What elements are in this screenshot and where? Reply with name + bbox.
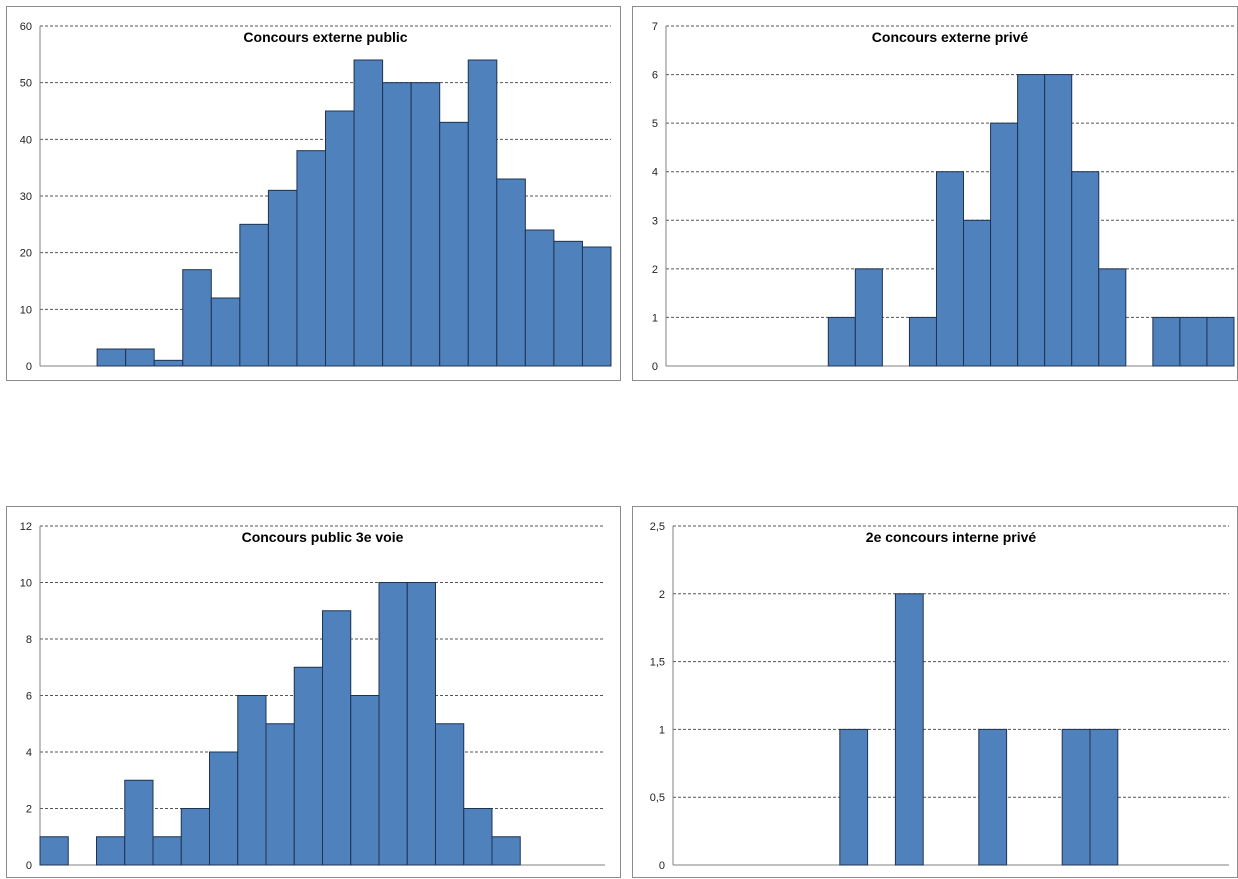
bar bbox=[894, 593, 924, 866]
y-tick-label: 2,5 bbox=[650, 521, 665, 533]
y-tick-label: 7 bbox=[652, 21, 658, 33]
bar bbox=[124, 779, 154, 866]
chart-panel-public-3e-voie: 0 2 4 6 8 10 12 Concours public 3e voie bbox=[6, 506, 621, 878]
y-tick-label: 2 bbox=[26, 804, 32, 816]
bar bbox=[265, 723, 295, 866]
bar bbox=[96, 348, 127, 367]
y-tick-label: 60 bbox=[20, 21, 32, 33]
bar bbox=[854, 268, 883, 367]
bar bbox=[1061, 728, 1091, 866]
y-tick-label: 0 bbox=[659, 860, 665, 872]
y-tick-label: 5 bbox=[652, 118, 658, 130]
bar bbox=[96, 836, 126, 866]
bar bbox=[182, 269, 212, 367]
bar bbox=[1017, 74, 1046, 367]
bar bbox=[990, 122, 1019, 367]
y-tick-label: 4 bbox=[652, 167, 658, 179]
y-tick-label: 0 bbox=[652, 361, 658, 373]
bar bbox=[125, 348, 155, 367]
chart-externe-public: 0 10 20 30 40 50 60 Concours externe public bbox=[20, 21, 612, 373]
bar bbox=[908, 316, 937, 367]
chart-panel-externe-prive: 0 1 2 3 4 5 6 7 Concours externe privé bbox=[632, 6, 1238, 381]
bar bbox=[152, 836, 182, 866]
bar bbox=[325, 110, 355, 367]
y-tick-label: 1 bbox=[659, 724, 665, 736]
y-tick-label: 30 bbox=[20, 191, 32, 203]
chart-2e-interne-prive: 0 0,5 1 1,5 2 2,5 2e concours interne privé bbox=[650, 521, 1229, 872]
y-tick-label: 8 bbox=[26, 634, 32, 646]
bar bbox=[296, 150, 327, 367]
bar bbox=[978, 728, 1008, 866]
chart-panel-2e-interne-prive: 0 0,5 1 1,5 2 2,5 2e concours interne privé bbox=[632, 506, 1238, 878]
bar bbox=[209, 751, 239, 866]
y-tick-label: 3 bbox=[652, 215, 658, 227]
bar bbox=[1179, 316, 1208, 367]
bar bbox=[39, 836, 69, 866]
chart-panel-externe-public: 0 10 20 30 40 50 60 Concours externe public bbox=[6, 6, 621, 381]
chart-title: Concours externe privé bbox=[872, 29, 1029, 45]
y-tick-label: 40 bbox=[20, 134, 32, 146]
y-tick-label: 10 bbox=[20, 578, 32, 590]
bar bbox=[153, 359, 184, 367]
bar bbox=[467, 59, 498, 367]
bar bbox=[839, 728, 869, 866]
bar bbox=[267, 189, 298, 367]
chart-title: Concours externe public bbox=[243, 29, 407, 45]
y-tick-label: 6 bbox=[26, 691, 32, 703]
bar bbox=[350, 695, 380, 866]
bar bbox=[439, 121, 469, 367]
chart-title: 2e concours interne privé bbox=[866, 529, 1037, 545]
y-tick-label: 4 bbox=[26, 747, 32, 759]
bar bbox=[406, 582, 436, 866]
y-tick-label: 20 bbox=[20, 248, 32, 260]
bar bbox=[1098, 268, 1127, 367]
y-tick-label: 2 bbox=[659, 589, 665, 601]
bar bbox=[524, 229, 555, 367]
y-tick-label: 12 bbox=[20, 521, 32, 533]
bar bbox=[382, 82, 412, 367]
chart-externe-prive: 0 1 2 3 4 5 6 7 Concours externe privé bbox=[652, 21, 1235, 373]
bar bbox=[491, 836, 521, 866]
y-tick-label: 0 bbox=[26, 860, 32, 872]
bar bbox=[239, 223, 269, 367]
bar bbox=[378, 582, 408, 866]
chart-public-3e-voie: 0 2 4 6 8 10 12 Concours public 3e voie bbox=[20, 521, 605, 872]
chart-title: Concours public 3e voie bbox=[242, 529, 404, 545]
bar bbox=[210, 297, 241, 367]
y-tick-label: 1,5 bbox=[650, 657, 665, 669]
bar bbox=[1071, 171, 1100, 367]
bar bbox=[353, 59, 384, 367]
y-tick-label: 10 bbox=[20, 304, 32, 316]
y-tick-label: 50 bbox=[20, 78, 32, 90]
bar bbox=[322, 610, 352, 866]
bar bbox=[1152, 316, 1181, 367]
bar bbox=[293, 666, 323, 866]
bar bbox=[435, 723, 465, 866]
bar bbox=[180, 808, 210, 866]
bar bbox=[1206, 316, 1235, 367]
bar bbox=[1044, 74, 1073, 367]
bar bbox=[581, 246, 612, 367]
bar bbox=[963, 219, 992, 367]
bar bbox=[827, 316, 856, 367]
bar bbox=[1089, 728, 1119, 866]
bar bbox=[463, 808, 493, 866]
bar bbox=[553, 240, 583, 367]
bar bbox=[237, 695, 267, 866]
bar bbox=[410, 82, 441, 367]
y-tick-label: 0 bbox=[26, 361, 32, 373]
bar bbox=[935, 171, 965, 367]
y-tick-label: 6 bbox=[652, 70, 658, 82]
y-tick-label: 0,5 bbox=[650, 792, 665, 804]
y-tick-label: 1 bbox=[652, 312, 658, 324]
y-tick-label: 2 bbox=[652, 264, 658, 276]
bar bbox=[496, 178, 526, 367]
